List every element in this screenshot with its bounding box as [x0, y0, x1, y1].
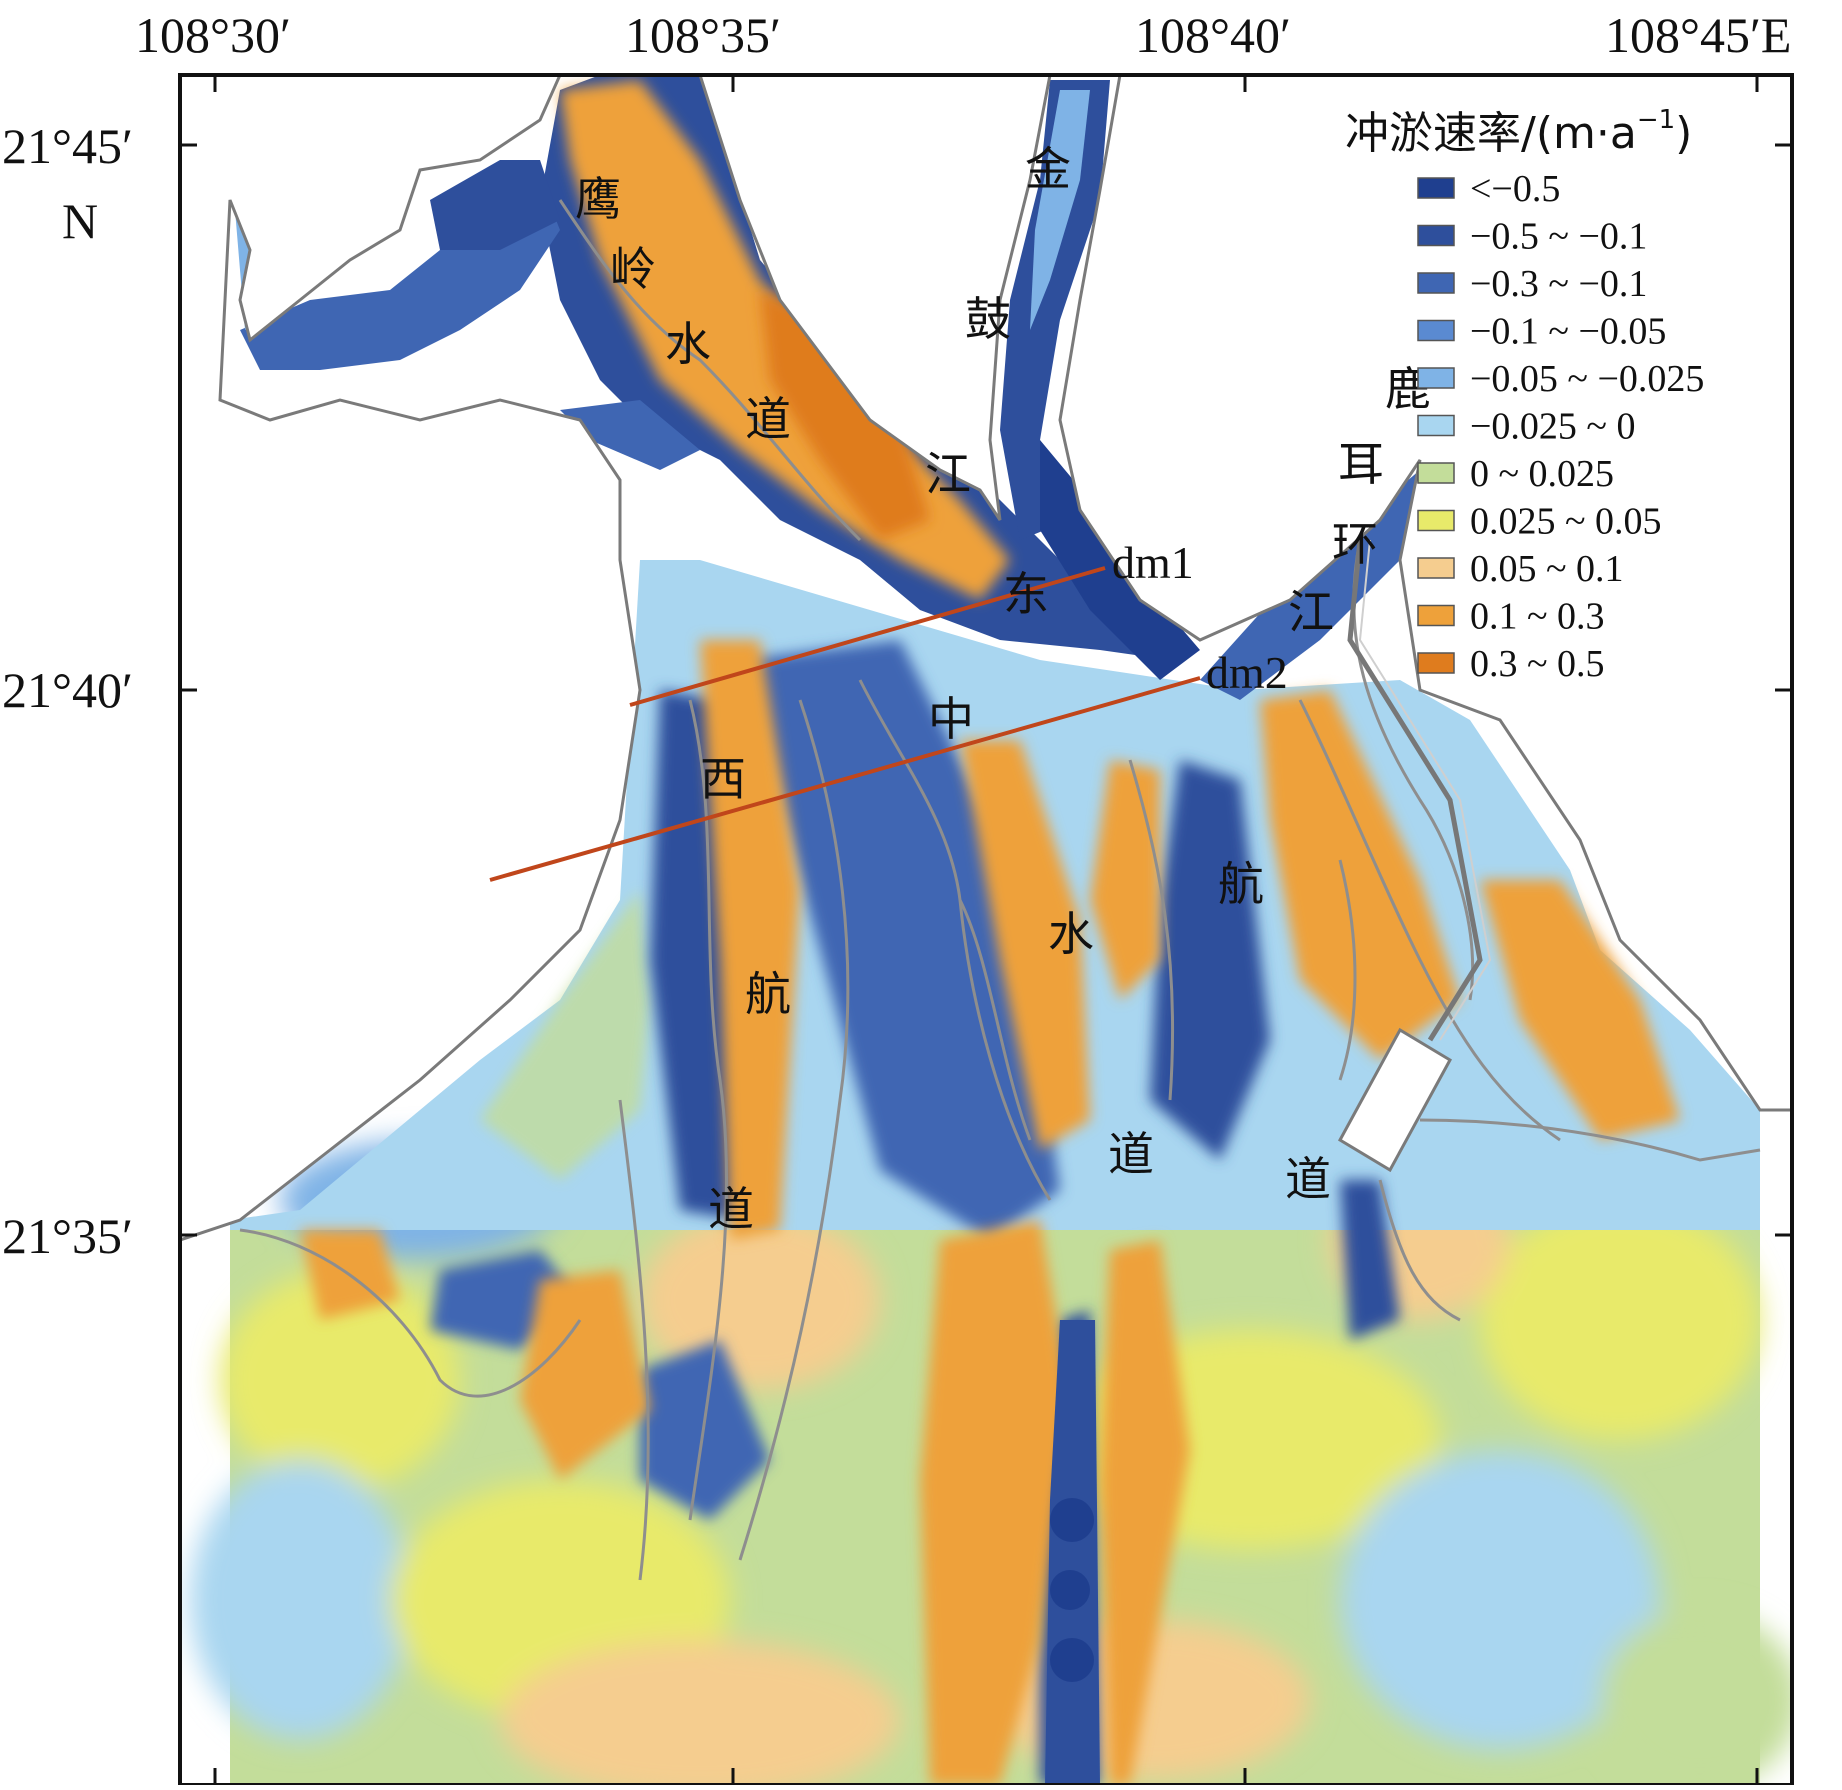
- legend-label: −0.3 ~ −0.1: [1470, 263, 1647, 305]
- label-erhuan-2: 环: [1332, 517, 1378, 571]
- legend-label: −0.1 ~ −0.05: [1470, 311, 1666, 353]
- legend-swatch: [1417, 604, 1455, 627]
- profile-line-dm2: [489, 676, 1201, 882]
- rate-field: [180, 75, 1792, 1785]
- central-land: [698, 75, 1052, 521]
- label-erhuan-1: 耳: [1338, 437, 1384, 491]
- x-tick-1: 108°30′: [135, 7, 291, 63]
- label-yingling-3: 水: [665, 317, 711, 371]
- legend-swatch: [1417, 557, 1455, 579]
- label-dao-east: 道: [1285, 1152, 1331, 1206]
- profile-line-dm1: [629, 566, 1106, 707]
- label-jingu-1: 金: [1025, 142, 1071, 196]
- legend-label: 0.1 ~ 0.3: [1470, 596, 1605, 638]
- legend-title-sup: −1: [1637, 105, 1675, 135]
- waterway-labels: 鹰 岭 水 道 金 鼓 江 东 中 水 道 西 航 道 航 耳 环 江 鹿 道: [575, 142, 1431, 1236]
- profile-label-dm2: dm2: [1206, 647, 1288, 698]
- legend-items: <−0.5 −0.5 ~ −0.1 −0.3 ~ −0.1 −0.1 ~ −0.05 −…: [1417, 168, 1704, 685]
- legend-swatch: [1417, 509, 1455, 532]
- port-terminal: [1337, 1027, 1453, 1173]
- north-label: N: [62, 193, 98, 249]
- legend-swatch: [1417, 367, 1455, 389]
- x-tick-3: 108°40′: [1135, 7, 1291, 63]
- legend-title-close: ): [1675, 108, 1692, 159]
- west-shoal: [480, 890, 650, 1180]
- label-middle-2: 水: [1048, 907, 1094, 961]
- y-tick-2: 21°40′: [2, 662, 133, 718]
- label-west-3: 道: [708, 1182, 754, 1236]
- legend-label: 0 ~ 0.025: [1470, 453, 1614, 495]
- label-yingling-4: 道: [745, 392, 791, 446]
- land: [180, 75, 1792, 1242]
- x-tick-4: 108°45′E: [1605, 7, 1791, 63]
- legend-title: 冲淤速率/(m·a−1): [1345, 105, 1692, 159]
- label-erhuan-3: 江: [1288, 585, 1334, 639]
- label-middle-3: 道: [1108, 1127, 1154, 1181]
- legend-label: −0.5 ~ −0.1: [1470, 216, 1647, 258]
- label-west-1: 西: [700, 752, 746, 806]
- legend-swatch: [1417, 652, 1455, 674]
- contours: [239, 199, 1761, 1581]
- legend-swatch: [1417, 414, 1455, 437]
- legend-swatch: [1417, 272, 1455, 294]
- nav-boundary-outer: [1347, 539, 1483, 1042]
- label-east: 东: [1003, 567, 1049, 621]
- ticks: [180, 75, 1792, 1785]
- legend: 冲淤速率/(m·a−1) <−0.5 −0.5 ~ −0.1 −0.3 ~ −0.1…: [1345, 105, 1704, 685]
- profile-label-dm1: dm1: [1112, 537, 1194, 588]
- east-land: [1058, 75, 1792, 1112]
- nav-boundary-inner: [1358, 539, 1492, 1041]
- label-middle-1: 中: [928, 692, 974, 746]
- sediment-bars: [300, 640, 1680, 1785]
- y-tick-3: 21°35′: [2, 1208, 133, 1264]
- legend-swatch: [1417, 462, 1455, 484]
- y-tick-1: 21°45′: [2, 118, 133, 174]
- label-jingu-2: 鼓: [965, 292, 1011, 346]
- label-yingling-1: 鹰: [575, 172, 621, 226]
- label-west-2: 航: [745, 967, 791, 1021]
- west-land: [180, 75, 642, 1242]
- legend-label: −0.05 ~ −0.025: [1470, 358, 1704, 400]
- legend-label: <−0.5: [1470, 168, 1560, 210]
- legend-swatch: [1417, 224, 1455, 247]
- legend-label: 0.3 ~ 0.5: [1470, 643, 1605, 685]
- legend-label: 0.05 ~ 0.1: [1470, 548, 1624, 590]
- legend-swatch: [1417, 177, 1455, 199]
- label-easthang-1: 航: [1218, 857, 1264, 911]
- legend-swatch: [1417, 319, 1455, 342]
- middle-deep-strip: [1045, 1320, 1100, 1785]
- label-yingling-2: 岭: [610, 242, 656, 296]
- legend-label: 0.025 ~ 0.05: [1470, 501, 1662, 543]
- legend-label: −0.025 ~ 0: [1470, 406, 1636, 448]
- label-jingu-3: 江: [925, 447, 971, 501]
- x-tick-2: 108°35′: [625, 7, 781, 63]
